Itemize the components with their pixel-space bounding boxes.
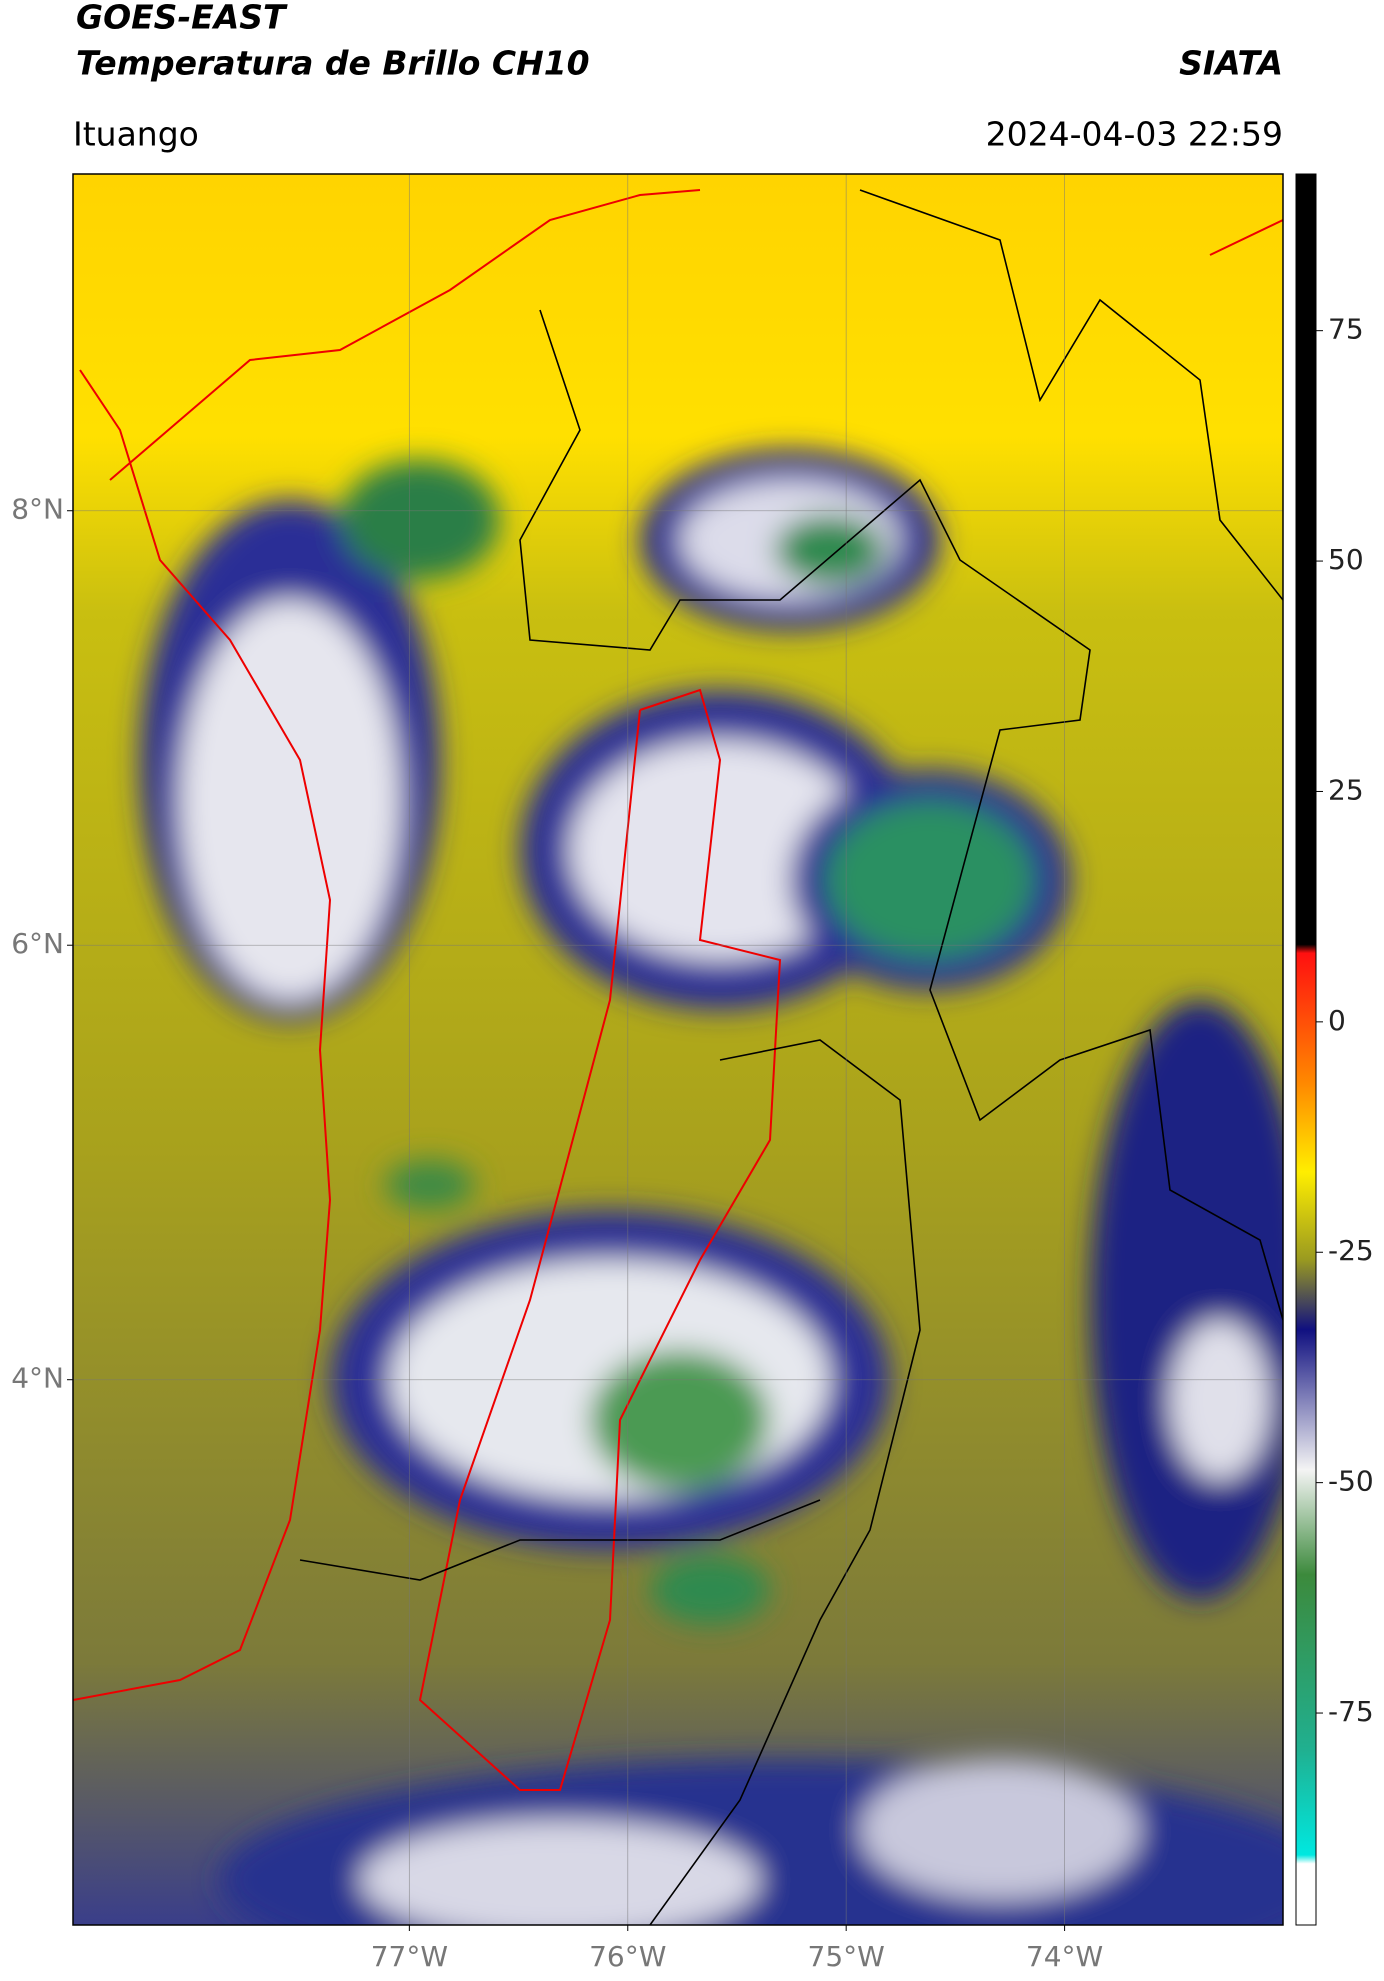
subtitle: Temperatura de Brillo CH10 — [76, 44, 590, 83]
colorbar-tick-label: -50 — [1328, 1465, 1374, 1498]
x-tick-label: 74°W — [1026, 1940, 1103, 1973]
colorbar-tick-label: 50 — [1328, 543, 1364, 576]
x-tick-label: 75°W — [808, 1940, 885, 1973]
title: GOES-EAST — [76, 0, 288, 37]
colorbar — [1295, 173, 1317, 1926]
colorbar-tick-label: 25 — [1328, 773, 1364, 806]
map-frame — [72, 173, 1284, 1926]
datetime: 2024-04-03 22:59 — [986, 115, 1283, 154]
colorbar-tick-label: -75 — [1328, 1695, 1374, 1728]
colorbar-tick-label: 75 — [1328, 313, 1364, 346]
map — [73, 174, 1283, 1925]
y-tick-label: 4°N — [11, 1362, 64, 1395]
x-tick-label: 76°W — [589, 1940, 666, 1973]
source: SIATA — [1179, 44, 1283, 83]
location: Ituango — [73, 115, 199, 154]
y-tick-label: 6°N — [11, 927, 64, 960]
colorbar-tick-label: 0 — [1328, 1004, 1346, 1037]
y-tick-label: 8°N — [11, 493, 64, 526]
x-tick-label: 77°W — [371, 1940, 448, 1973]
colorbar-tick-label: -25 — [1328, 1234, 1374, 1267]
